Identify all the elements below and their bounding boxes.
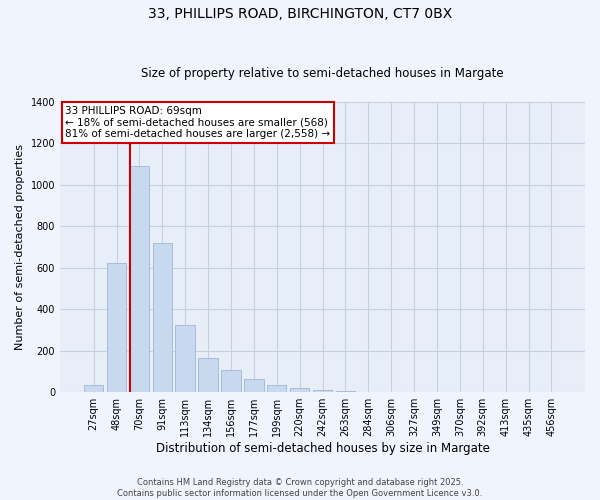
Bar	[199, 358, 218, 392]
Bar	[290, 388, 310, 392]
Y-axis label: Number of semi-detached properties: Number of semi-detached properties	[15, 144, 25, 350]
Bar	[152, 242, 172, 392]
Bar	[267, 385, 286, 392]
Bar	[244, 378, 263, 392]
Bar	[335, 391, 355, 392]
Bar	[130, 166, 149, 392]
Bar	[175, 324, 195, 392]
Title: Size of property relative to semi-detached houses in Margate: Size of property relative to semi-detach…	[141, 66, 504, 80]
Bar	[313, 390, 332, 392]
X-axis label: Distribution of semi-detached houses by size in Margate: Distribution of semi-detached houses by …	[155, 442, 490, 455]
Text: 33 PHILLIPS ROAD: 69sqm
← 18% of semi-detached houses are smaller (568)
81% of s: 33 PHILLIPS ROAD: 69sqm ← 18% of semi-de…	[65, 106, 331, 139]
Bar	[84, 385, 103, 392]
Text: Contains HM Land Registry data © Crown copyright and database right 2025.
Contai: Contains HM Land Registry data © Crown c…	[118, 478, 482, 498]
Bar	[221, 370, 241, 392]
Text: 33, PHILLIPS ROAD, BIRCHINGTON, CT7 0BX: 33, PHILLIPS ROAD, BIRCHINGTON, CT7 0BX	[148, 8, 452, 22]
Bar	[107, 264, 126, 392]
